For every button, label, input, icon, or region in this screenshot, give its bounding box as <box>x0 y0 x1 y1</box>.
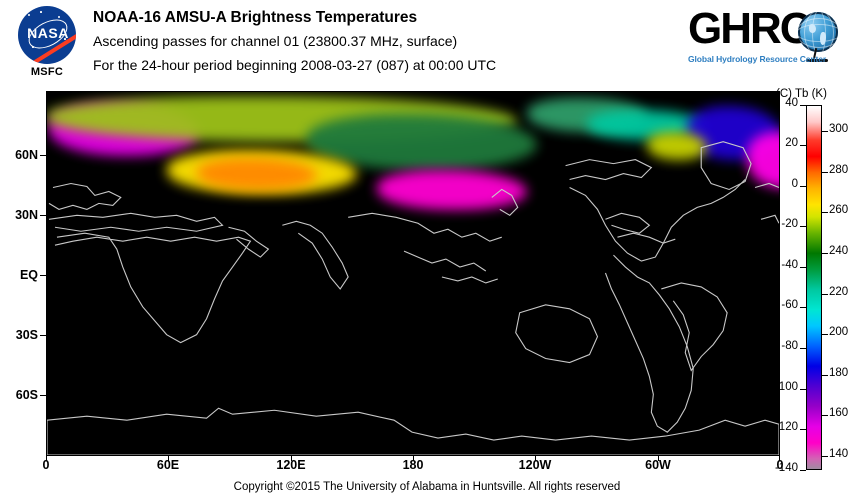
page-period: For the 24-hour period beginning 2008-03… <box>93 57 497 73</box>
colorbar-celsius-label-0: 0 <box>791 177 798 190</box>
colorbar-celsius-label--40: -40 <box>781 258 798 271</box>
colorbar-celsius-tick--120 <box>800 429 806 431</box>
colorbar-celsius-tick-0 <box>800 185 806 187</box>
y-tick-label-eq: EQ <box>19 268 38 282</box>
colorbar-celsius-label--20: -20 <box>781 218 798 231</box>
x-tick-label-120w: 120W <box>518 458 552 472</box>
x-tick-label-60e: 60E <box>156 458 180 472</box>
colorbar-gradient <box>807 106 821 469</box>
y-tick-mark-60n <box>40 155 46 156</box>
x-tick-mark-180 <box>413 456 414 461</box>
colorbar-header: (C) Tb (K) <box>776 88 827 100</box>
colorbar-kelvin-tick-200 <box>822 334 828 336</box>
colorbar-celsius-tick--40 <box>800 266 806 268</box>
x-tick-label-60w: 60W <box>645 458 671 472</box>
y-tick-label-30n: 30N <box>15 208 38 222</box>
satellite-swath-layer <box>47 92 779 455</box>
y-tick-label-60n: 60N <box>15 148 38 162</box>
colorbar-celsius-label--80: -80 <box>781 340 798 353</box>
swath-siberia-darkgreen <box>307 114 537 170</box>
title-block: NOAA-16 AMSU-A Brightness Temperatures A… <box>93 6 673 77</box>
y-tick-label-30s: 30S <box>15 328 38 342</box>
x-tick-mark-120e <box>291 456 292 461</box>
x-tick-label-0e: 0 <box>42 458 50 472</box>
x-tick-label-120e: 120E <box>276 458 306 472</box>
colorbar[interactable] <box>806 105 822 470</box>
x-tick-mark-120w <box>535 456 536 461</box>
nasa-insignia-disc: NASA <box>18 6 76 64</box>
colorbar-kelvin-label-260: 260 <box>829 204 849 217</box>
x-tick-label-180: 180 <box>402 458 424 472</box>
globe-base <box>806 59 828 62</box>
colorbar-kelvin-label-180: 180 <box>829 366 849 379</box>
copyright-notice: Copyright ©2015 The University of Alabam… <box>233 481 621 493</box>
y-tick-mark-60s <box>40 395 46 396</box>
map-plot-area[interactable] <box>46 91 780 456</box>
colorbar-kelvin-label-280: 280 <box>829 163 849 176</box>
x-tick-mark-60e <box>168 456 169 461</box>
colorbar-celsius-label-40: 40 <box>785 96 798 109</box>
y-tick-mark-eq <box>40 275 46 276</box>
ghrc-tagline: Global Hydrology Resource Center <box>688 54 827 64</box>
colorbar-kelvin-tick-300 <box>822 131 828 133</box>
ghrc-wordmark: GHRC <box>688 4 812 53</box>
swath-canada-yellow <box>647 132 707 160</box>
y-tick-label-60s: 60S <box>15 388 38 402</box>
colorbar-kelvin-label-240: 240 <box>829 245 849 258</box>
colorbar-celsius-tick--60 <box>800 307 806 309</box>
colorbar-celsius-label--140: -140 <box>774 461 798 474</box>
nasa-wordmark: NASA <box>27 25 69 41</box>
page-title: NOAA-16 AMSU-A Brightness Temperatures <box>93 9 418 26</box>
y-tick-mark-30n <box>40 215 46 216</box>
x-tick-mark-60w <box>658 456 659 461</box>
colorbar-celsius-tick--100 <box>800 388 806 390</box>
nasa-center-label: MSFC <box>30 66 64 78</box>
colorbar-celsius-tick--20 <box>800 226 806 228</box>
ghrc-logo: GHRC Global Hydrology Resource Center <box>688 6 840 74</box>
colorbar-kelvin-tick-140 <box>822 455 828 457</box>
colorbar-celsius-tick--80 <box>800 348 806 350</box>
colorbar-celsius-tick-20 <box>800 145 806 147</box>
x-tick-mark-0w <box>779 456 780 461</box>
colorbar-kelvin-tick-220 <box>822 293 828 295</box>
colorbar-celsius-tick--140 <box>800 469 806 471</box>
swath-central-asia-orange <box>197 158 317 190</box>
colorbar-kelvin-label-140: 140 <box>829 447 849 460</box>
colorbar-celsius-label--120: -120 <box>774 421 798 434</box>
colorbar-kelvin-tick-160 <box>822 415 828 417</box>
colorbar-celsius-label-20: 20 <box>785 137 798 150</box>
colorbar-kelvin-label-200: 200 <box>829 326 849 339</box>
page-subtitle: Ascending passes for channel 01 (23800.3… <box>93 33 458 49</box>
colorbar-kelvin-tick-260 <box>822 212 828 214</box>
globe-icon <box>798 12 838 52</box>
colorbar-kelvin-tick-280 <box>822 171 828 173</box>
colorbar-kelvin-label-160: 160 <box>829 407 849 420</box>
y-tick-mark-30s <box>40 335 46 336</box>
x-tick-mark-0e <box>46 456 47 461</box>
nasa-logo: NASA MSFC <box>10 4 84 86</box>
x-tick-label-0w: 0 <box>776 458 784 472</box>
colorbar-kelvin-tick-180 <box>822 374 828 376</box>
colorbar-celsius-label--100: -100 <box>774 380 798 393</box>
header-banner: NASA MSFC NOAA-16 AMSU-A Brightness Temp… <box>0 0 854 88</box>
colorbar-kelvin-label-300: 300 <box>829 123 849 136</box>
colorbar-kelvin-tick-240 <box>822 253 828 255</box>
colorbar-kelvin-label-220: 220 <box>829 285 849 298</box>
colorbar-celsius-label--60: -60 <box>781 299 798 312</box>
coastline-overlay <box>47 141 779 455</box>
colorbar-celsius-tick-40 <box>800 104 806 106</box>
